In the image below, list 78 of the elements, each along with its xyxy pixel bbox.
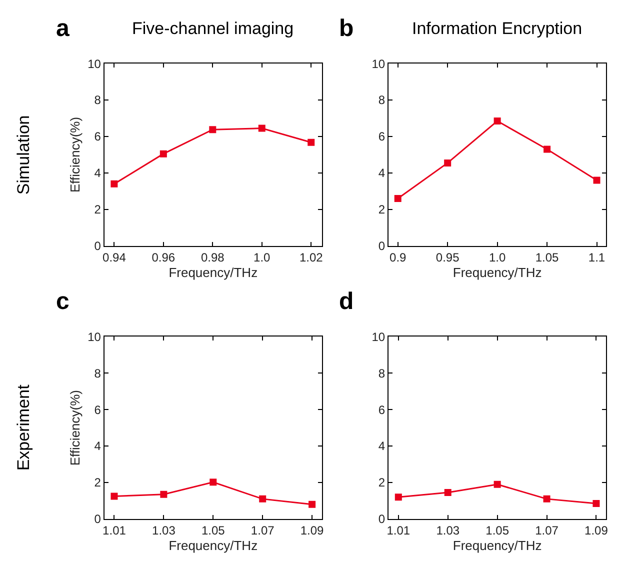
point [394,494,402,501]
point [160,490,168,498]
point [259,495,266,502]
y-tick-label: 8 [378,93,386,108]
y-tick-label: 8 [94,366,102,380]
text: c [56,288,70,315]
y-tick-label: 6 [378,402,386,417]
y-tick-label: 2 [378,476,386,490]
x-tick-label: 0.98 [200,250,225,264]
y-tick-label: 4 [94,166,102,180]
point [544,146,551,153]
y-tick-label: 6 [378,130,386,144]
point [110,492,118,500]
y-tick-label: 2 [94,476,102,490]
point [494,118,501,125]
y-tick-label: 4 [94,439,102,454]
x-axis-title: Frequency/THz [168,538,258,553]
x-tick-label: 1.09 [300,523,324,538]
text: d [339,288,354,315]
chart-title: Information Encryption [412,19,582,38]
x-tick-label: 1.0 [254,250,271,264]
x-tick-label: 0.9 [390,250,407,264]
text: a [56,15,70,42]
y-tick-label: 10 [372,56,386,71]
x-tick-label: 0.96 [152,250,176,264]
x-axis-title: Frequency/THz [452,264,542,280]
text: b [339,15,354,42]
x-tick-label: 1.07 [535,523,559,538]
point [494,480,501,488]
point [444,159,452,166]
point [308,500,316,508]
y-tick-label: 4 [378,439,386,454]
x-tick-label: 1.0 [488,250,506,264]
y-tick-label: 4 [378,166,386,180]
x-tick-label: 1.01 [386,523,410,538]
chart-title: Five-channel imaging [132,19,294,38]
x-tick-label: 1.03 [436,523,460,538]
point [394,195,402,202]
y-axis-title: Efficiency(%) [68,116,83,193]
x-axis-title: Frequency/THz [168,264,258,280]
y-tick-label: 10 [372,330,386,344]
point [444,489,452,496]
point [543,495,550,502]
y-tick-label: 6 [94,130,102,144]
point [210,478,217,486]
y-axis-title: Efficiency(%) [68,390,83,466]
point [592,500,600,507]
y-tick-label: 0 [378,512,386,526]
y-tick-label: 2 [378,202,386,217]
x-tick-label: 1.02 [299,250,324,264]
y-tick-label: 8 [378,366,386,380]
x-tick-label: 1.09 [584,523,608,538]
y-tick-label: 6 [94,402,102,417]
x-tick-label: 0.95 [436,250,460,264]
x-tick-label: 1.01 [102,523,126,538]
point [209,126,216,134]
y-tick-label: 8 [94,93,102,108]
x-tick-label: 1.03 [152,523,176,538]
text: Simulation [14,115,34,195]
point [593,176,600,184]
x-tick-label: 1.05 [486,523,510,538]
y-tick-label: 2 [94,202,102,217]
x-tick-label: 1.05 [201,523,226,538]
y-tick-label: 0 [94,512,102,526]
x-tick-label: 1.05 [535,250,560,264]
x-axis-title: Frequency/THz [452,538,542,553]
y-tick-label: 0 [94,239,102,254]
y-tick-label: 0 [378,239,386,254]
point [110,180,118,188]
x-tick-label: 1.07 [250,523,275,538]
y-tick-label: 10 [88,56,102,71]
x-tick-label: 0.94 [102,250,126,264]
point [258,124,266,132]
point [308,138,315,146]
y-tick-label: 10 [88,330,102,344]
point [160,150,167,158]
text: Experiment [14,384,34,471]
x-tick-label: 1.1 [588,250,606,264]
